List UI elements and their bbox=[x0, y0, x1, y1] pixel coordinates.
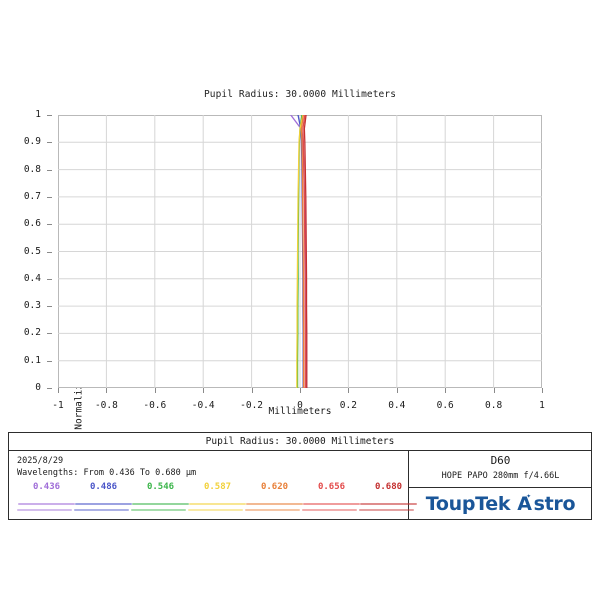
legend-item: 0.680 bbox=[357, 481, 420, 505]
y-tick-label: 0.2 bbox=[23, 327, 41, 339]
y-tick-mark bbox=[47, 388, 52, 389]
y-tick-mark bbox=[47, 115, 52, 116]
x-tick-mark bbox=[203, 388, 205, 393]
star-icon: ✦ bbox=[526, 491, 532, 500]
x-tick-label: 0.2 bbox=[339, 400, 357, 411]
legend-color-swatch bbox=[189, 503, 246, 505]
panel-vertical-divider bbox=[408, 451, 409, 520]
x-tick-label: 0.6 bbox=[436, 400, 454, 411]
y-tick-mark bbox=[47, 169, 52, 171]
brand-name-suffix: stro bbox=[533, 493, 576, 515]
date-label: 2025/8/29 bbox=[17, 456, 64, 466]
y-axis-ticks: 1 0.9 0.8 0.7 0.6 0.5 0.4 0.3 0.2 0.1 0 bbox=[0, 110, 52, 392]
legend-wavelength-label: 0.620 bbox=[260, 482, 289, 492]
x-tick-label: -0.2 bbox=[240, 400, 264, 411]
y-tick-mark bbox=[47, 142, 52, 144]
plot-area: Normalized Pupil Coordinate bbox=[58, 115, 542, 430]
legend-wavelength-label: 0.680 bbox=[374, 482, 403, 492]
brand-name-primary: ToupTek bbox=[425, 493, 511, 515]
y-tick-mark bbox=[47, 278, 52, 280]
info-panel-right: D60 HOPE PAPO 280mm f/4.66L ToupTek A ✦ … bbox=[409, 451, 592, 520]
x-tick-mark bbox=[58, 388, 59, 393]
x-tick-label: -0.8 bbox=[94, 400, 118, 411]
legend-item: 0.656 bbox=[300, 481, 363, 505]
x-tick-label: -0.4 bbox=[191, 400, 215, 411]
x-axis-ticks: -1 -0.8 -0.6 -0.4 -0.2 0 0.2 0.4 0.6 0.8 1 bbox=[52, 388, 545, 411]
x-tick-mark bbox=[396, 388, 398, 393]
legend-color-strip bbox=[188, 509, 243, 511]
legend-item: 0.546 bbox=[129, 481, 192, 505]
lens-spec: HOPE PAPO 280mm f/4.66L bbox=[441, 471, 560, 481]
x-tick-mark bbox=[251, 388, 253, 393]
legend-color-strip bbox=[359, 509, 414, 511]
x-tick-mark bbox=[106, 388, 108, 393]
legend-color-strip bbox=[245, 509, 300, 511]
x-tick-label: -0.6 bbox=[143, 400, 167, 411]
y-tick-mark bbox=[47, 360, 52, 362]
legend-wavelength-label: 0.436 bbox=[32, 482, 61, 492]
x-tick-label: -1 bbox=[52, 400, 64, 411]
wavelength-range-label: Wavelengths: From 0.436 To 0.680 µm bbox=[17, 468, 197, 478]
x-axis-title: Millimeters bbox=[268, 406, 332, 417]
x-tick-label: 1 bbox=[539, 400, 545, 411]
info-panel-left: 2025/8/29 Wavelengths: From 0.436 To 0.6… bbox=[9, 451, 417, 520]
info-panel-header: Pupil Radius: 30.0000 Millimeters bbox=[9, 433, 591, 451]
y-tick-label: 0.4 bbox=[23, 272, 41, 284]
legend-color-strip bbox=[131, 509, 186, 511]
legend-color-swatch bbox=[18, 503, 75, 505]
x-tick-mark bbox=[348, 388, 350, 393]
legend-wavelength-label: 0.656 bbox=[317, 482, 346, 492]
legend-color-strip bbox=[74, 509, 129, 511]
brand-name-a: A bbox=[517, 493, 532, 515]
y-tick-mark bbox=[47, 333, 52, 335]
panel-horizontal-divider bbox=[409, 487, 592, 488]
legend-wavelength-label: 0.587 bbox=[203, 482, 232, 492]
info-panel: Pupil Radius: 30.0000 Millimeters 2025/8… bbox=[8, 432, 592, 520]
legend-color-strip bbox=[302, 509, 357, 511]
legend-color-swatch bbox=[246, 503, 303, 505]
x-tick-mark bbox=[493, 388, 495, 393]
x-tick-mark bbox=[445, 388, 447, 393]
y-tick-label: 0.5 bbox=[23, 245, 41, 257]
y-tick-mark bbox=[47, 196, 52, 198]
x-tick-label: 0.4 bbox=[388, 400, 406, 411]
y-tick-label: 0.8 bbox=[23, 163, 41, 175]
legend-color-strip bbox=[17, 509, 72, 511]
brand-a-glyph: A ✦ bbox=[517, 491, 532, 516]
y-tick-label: 0.6 bbox=[23, 218, 41, 230]
x-tick-label: 0.8 bbox=[485, 400, 503, 411]
y-tick-label: 0.3 bbox=[23, 300, 41, 312]
y-tick-mark bbox=[47, 306, 52, 308]
x-tick-mark bbox=[154, 388, 156, 393]
x-tick-mark bbox=[300, 388, 301, 393]
wavelength-legend: 0.436 0.486 0.546 0.587 0.620 0.656 0.680 bbox=[9, 481, 417, 519]
y-tick-label: 0 bbox=[35, 382, 41, 393]
legend-color-swatch bbox=[360, 503, 417, 505]
brand-logo: ToupTek A ✦ stro bbox=[409, 489, 592, 519]
legend-item: 0.587 bbox=[186, 481, 249, 505]
x-tick-label: 0 bbox=[297, 400, 303, 411]
y-tick-label: 0.7 bbox=[23, 190, 41, 202]
plot-canvas bbox=[58, 115, 542, 388]
legend-color-swatch bbox=[75, 503, 132, 505]
legend-item: 0.486 bbox=[72, 481, 135, 505]
y-tick-mark bbox=[47, 251, 52, 253]
y-tick-label: 0.9 bbox=[23, 136, 41, 148]
y-tick-label: 1 bbox=[35, 109, 41, 120]
legend-wavelength-label: 0.486 bbox=[89, 482, 118, 492]
x-tick-mark bbox=[542, 388, 543, 393]
chart-title: Pupil Radius: 30.0000 Millimeters bbox=[203, 89, 397, 100]
y-tick-mark bbox=[47, 224, 52, 226]
legend-item: 0.436 bbox=[15, 481, 78, 505]
legend-color-swatch bbox=[303, 503, 360, 505]
y-tick-label: 0.1 bbox=[23, 354, 41, 366]
legend-wavelength-label: 0.546 bbox=[146, 482, 175, 492]
legend-item: 0.620 bbox=[243, 481, 306, 505]
legend-color-swatch bbox=[132, 503, 189, 505]
lens-name: D60 bbox=[490, 454, 511, 467]
